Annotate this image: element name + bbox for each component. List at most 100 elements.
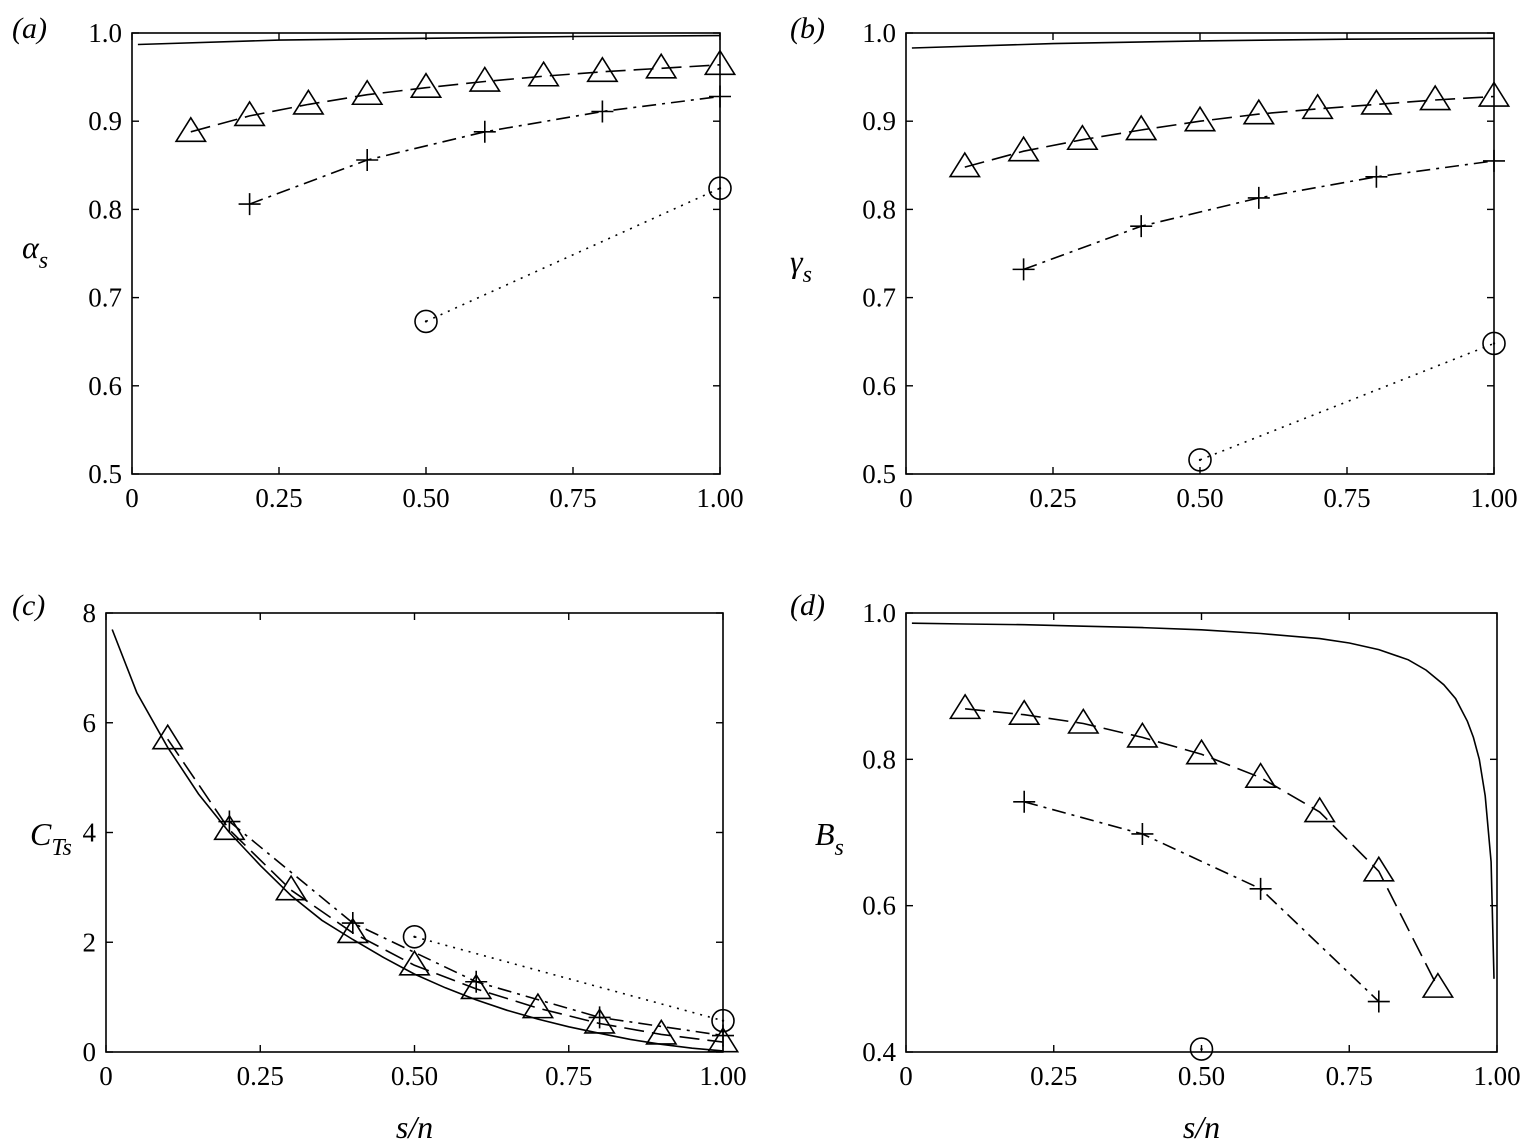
triangle-marker xyxy=(1421,972,1455,998)
series-line-solid xyxy=(911,622,1495,979)
series-line-dashdot xyxy=(1023,160,1495,271)
circle-marker xyxy=(1188,448,1212,472)
triangle-marker xyxy=(1066,124,1099,151)
y-tick-label: 0.9 xyxy=(88,106,122,136)
triangle-marker xyxy=(233,100,266,127)
y-tick-label: 1.0 xyxy=(862,598,896,628)
plus-marker xyxy=(1483,149,1505,172)
circle-marker-dot xyxy=(413,935,416,938)
triangle-marker xyxy=(336,917,369,944)
triangle-marker xyxy=(174,116,207,143)
triangle-marker xyxy=(1477,80,1511,107)
x-tick-label: 0.25 xyxy=(1029,483,1076,513)
panel-label: (a) xyxy=(12,12,47,45)
chart-panel-2: 0 0.25 0.50 0.75 1.00 0 2 4 6 8 (c) CTs s/n xyxy=(12,589,747,1145)
triangle-marker xyxy=(521,992,555,1019)
x-tick-label: 0.50 xyxy=(1178,1061,1225,1091)
plus-marker xyxy=(1013,790,1036,813)
triangle-marker xyxy=(292,88,325,115)
series-line-dotted xyxy=(1199,342,1495,461)
x-tick-label: 0 xyxy=(99,1061,113,1091)
series-line-solid xyxy=(911,37,1495,49)
y-tick-label: 0.5 xyxy=(862,459,896,489)
chart-panel-0: 0 0.25 0.50 0.75 1.00 0.5 0.6 0.7 0.8 0.9 1.0 (a) αs xyxy=(12,12,744,513)
plus-marker xyxy=(1012,258,1035,281)
series-line-solid xyxy=(111,629,724,1052)
plus-marker xyxy=(218,810,241,833)
triangle-marker xyxy=(1067,707,1100,734)
x-tick-label: 0.75 xyxy=(1323,483,1370,513)
plot-frame xyxy=(131,32,721,475)
plus-marker xyxy=(1365,165,1388,188)
x-tick-label: 0.75 xyxy=(545,1061,592,1091)
triangle-marker xyxy=(1360,88,1393,115)
y-tick-label: 1.0 xyxy=(88,18,122,48)
triangle-marker xyxy=(1185,738,1218,765)
triangle-marker xyxy=(351,79,384,106)
panel-label: (c) xyxy=(12,589,45,622)
series-line-dashed xyxy=(190,64,721,133)
triangle-marker xyxy=(645,1018,678,1045)
plus-marker xyxy=(588,1006,611,1029)
circle-marker-dot xyxy=(721,1019,725,1022)
triangle-marker xyxy=(1242,98,1275,125)
plot-frame xyxy=(905,612,1498,1053)
series-line-dashdot xyxy=(228,820,724,1037)
y-tick-label: 0.7 xyxy=(862,283,896,313)
circle-marker xyxy=(402,924,427,949)
triangle-marker xyxy=(1125,114,1158,141)
triangle-marker xyxy=(1007,135,1040,162)
plus-marker xyxy=(1367,990,1390,1013)
y-tick-label: 0.9 xyxy=(862,106,896,136)
y-tick-label: 0.8 xyxy=(862,744,896,774)
triangle-marker xyxy=(1419,84,1452,111)
triangle-marker xyxy=(1362,855,1395,882)
plus-marker xyxy=(356,149,379,172)
y-tick-label: 0.6 xyxy=(862,891,896,921)
triangle-marker xyxy=(468,66,501,92)
circle-marker-dot xyxy=(1492,342,1496,345)
x-tick-label: 0.25 xyxy=(1030,1061,1077,1091)
series-line-dashdot xyxy=(249,95,721,205)
plus-marker xyxy=(712,1024,734,1047)
triangle-marker xyxy=(151,723,184,750)
panel-label: (b) xyxy=(790,12,825,45)
triangle-marker xyxy=(583,1007,616,1034)
triangle-marker xyxy=(645,52,678,79)
y-tick-label: 1.0 xyxy=(862,18,896,48)
triangle-marker xyxy=(1244,762,1277,788)
x-axis-label: s/n xyxy=(1183,1109,1220,1145)
plus-marker xyxy=(1131,822,1154,845)
x-tick-label: 1.00 xyxy=(699,1061,746,1091)
y-tick-label: 0.6 xyxy=(88,371,122,401)
plus-marker xyxy=(1247,186,1270,209)
y-tick-label: 0.7 xyxy=(88,283,122,313)
plus-marker xyxy=(591,100,614,123)
triangle-marker xyxy=(948,693,982,720)
series-line-dashed xyxy=(965,708,1439,988)
y-tick-label: 0.8 xyxy=(862,194,896,224)
panel-label: (d) xyxy=(790,589,825,622)
y-tick-label: 8 xyxy=(83,598,97,628)
triangle-marker xyxy=(1303,796,1336,823)
plus-marker xyxy=(1130,215,1153,238)
triangle-marker xyxy=(948,151,981,178)
y-axis-label-subscript: Ts xyxy=(51,835,71,861)
x-tick-label: 0.50 xyxy=(402,483,449,513)
circle-marker xyxy=(414,309,438,334)
x-tick-label: 0.50 xyxy=(391,1061,438,1091)
triangle-marker xyxy=(460,973,493,1000)
triangle-marker xyxy=(1008,699,1041,726)
plus-marker xyxy=(465,970,488,993)
x-tick-label: 0 xyxy=(125,483,139,513)
plot-frame xyxy=(905,32,1495,475)
plus-marker xyxy=(238,193,261,216)
x-tick-label: 0 xyxy=(899,483,913,513)
y-axis-label: CTs xyxy=(30,816,72,861)
y-tick-label: 0.6 xyxy=(862,371,896,401)
circle-marker xyxy=(708,176,732,201)
y-axis-label-subscript: s xyxy=(39,248,48,274)
chart-panel-1: 0 0.25 0.50 0.75 1.00 0.5 0.6 0.7 0.8 0.9 1.0 (b) γs xyxy=(790,12,1518,513)
y-axis-label: γs xyxy=(790,243,812,288)
y-tick-label: 0.5 xyxy=(88,459,122,489)
